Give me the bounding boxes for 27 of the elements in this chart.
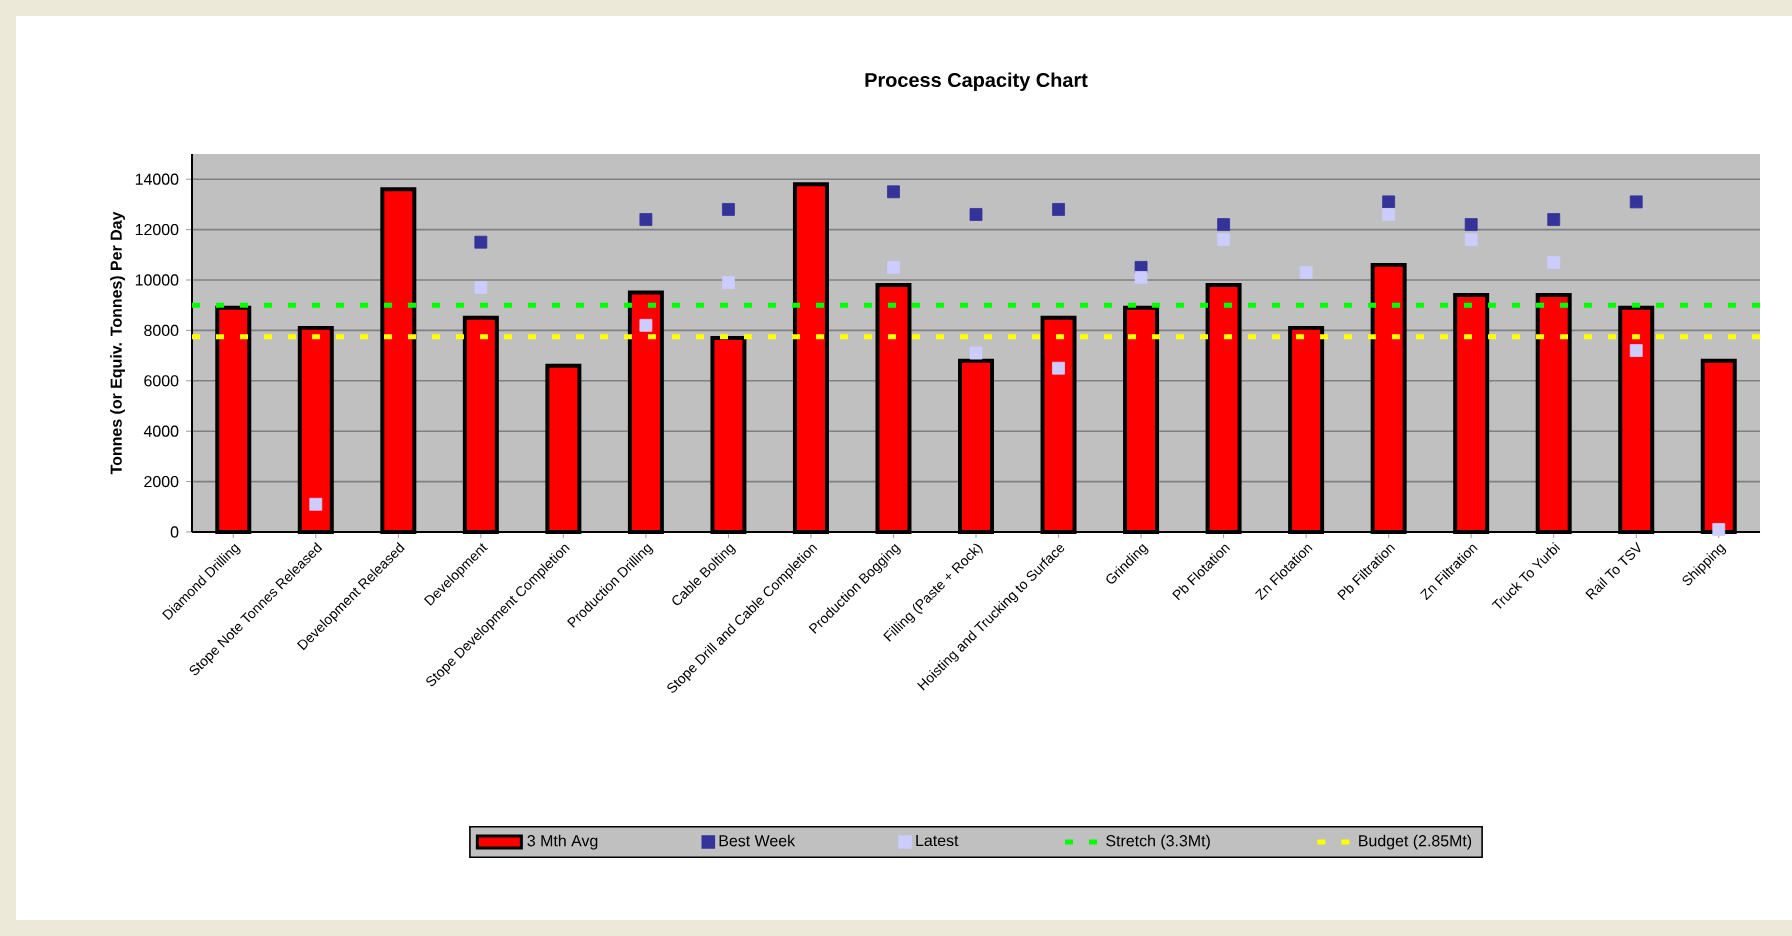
point xyxy=(1299,266,1313,279)
point xyxy=(722,203,735,216)
point xyxy=(1464,233,1478,247)
point xyxy=(1217,233,1230,247)
point xyxy=(1052,361,1065,375)
point xyxy=(1712,523,1726,536)
point xyxy=(1134,271,1148,284)
point xyxy=(1464,218,1478,231)
point xyxy=(1547,213,1561,226)
point xyxy=(1382,208,1396,221)
point xyxy=(1629,195,1643,209)
point xyxy=(639,318,653,332)
point xyxy=(969,346,983,360)
point xyxy=(887,185,900,199)
point xyxy=(887,261,900,274)
point xyxy=(1547,255,1561,269)
point xyxy=(1382,195,1396,209)
point xyxy=(969,208,983,221)
chart-title: Process Capacity Chart xyxy=(865,72,1088,91)
point xyxy=(309,497,323,511)
point xyxy=(1052,203,1065,216)
point xyxy=(474,235,488,249)
point xyxy=(639,213,653,226)
point xyxy=(474,281,488,294)
point xyxy=(722,276,735,289)
point xyxy=(1629,344,1643,357)
point xyxy=(1217,218,1230,231)
